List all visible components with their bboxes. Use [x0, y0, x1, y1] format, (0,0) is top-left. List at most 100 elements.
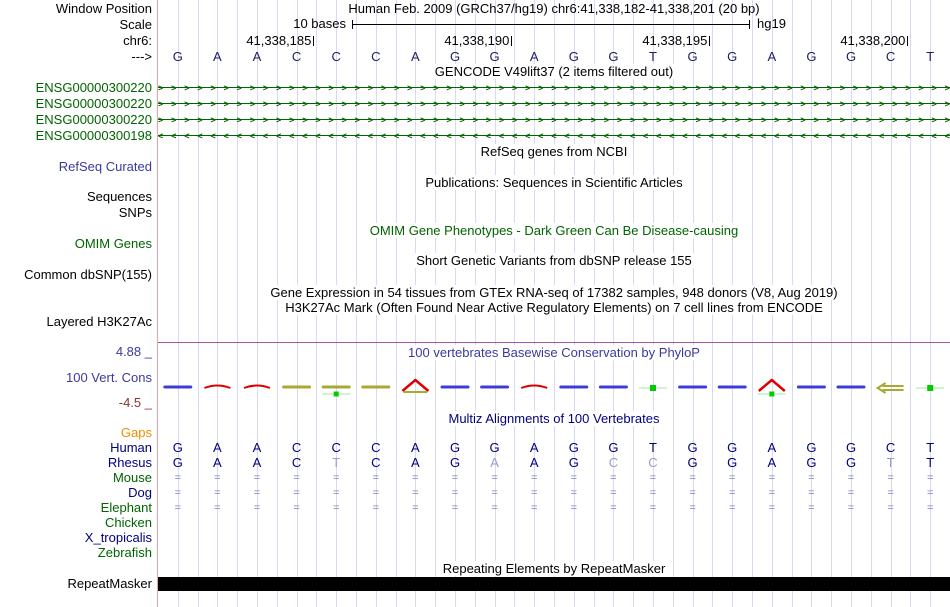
multiz-cell-dog: = [768, 487, 776, 499]
omim-title[interactable]: OMIM Gene Phenotypes - Dark Green Can Be… [158, 223, 950, 238]
track-label-gene-1[interactable]: ENSG00000300220 [35, 80, 152, 95]
strand-arrow-icon: > [275, 99, 282, 109]
strand-arrow-icon: > [407, 83, 413, 93]
strand-arrow-icon: > [577, 115, 583, 125]
track-label-dog[interactable]: Dog [128, 485, 152, 500]
gene-line [158, 87, 950, 88]
track-label-repeatmasker[interactable]: RepeatMasker [67, 576, 152, 591]
track-label-omim-genes[interactable]: OMIM Genes [74, 236, 152, 251]
multiz-cell-mouse: = [412, 472, 419, 484]
track-label-mouse[interactable]: Mouse [112, 470, 152, 485]
track-label-gene-3[interactable]: ENSG00000300220 [35, 112, 152, 127]
track-label-rhesus[interactable]: Rhesus [107, 455, 152, 470]
strand-arrow-icon: > [944, 115, 950, 125]
strand-arrow-icon: > [302, 99, 308, 109]
gene-item-ENSG00000300198[interactable]: < < < < < < < < < < < < < < < < < < < < < < < < < < < < < < < < < < < < < < < <… [158, 131, 950, 141]
track-label-zebrafish[interactable]: Zebrafish [97, 545, 152, 560]
strand-arrow-icon: > [721, 99, 727, 109]
track-label-gene-4[interactable]: ENSG00000300198 [35, 128, 152, 143]
gtex-title[interactable]: Gene Expression in 54 tissues from GTEx … [158, 285, 950, 300]
strand-arrow-icon: < [682, 131, 688, 141]
multiz-cell-human: T [649, 440, 657, 455]
strand-arrow-icon: > [879, 99, 885, 109]
repeatmasker-title[interactable]: Repeating Elements by RepeatMasker [158, 561, 950, 576]
track-label-gaps[interactable]: Gaps [120, 425, 152, 440]
dbsnp-title-text: Short Genetic Variants from dbSNP releas… [413, 253, 695, 268]
strand-arrow-icon: > [158, 115, 164, 125]
strand-arrow-icon: > [944, 99, 950, 109]
strand-arrow-icon: < [774, 131, 780, 141]
gene-item-ENSG00000300220[interactable]: > > > > > > > > > > > > > > > > > > > > > > > > > > > > > > > > > > > > > > > >… [158, 83, 950, 93]
strand-arrow-icon: < [420, 131, 426, 141]
track-label-sequences[interactable]: Sequences [86, 189, 152, 204]
h3k27ac-title[interactable]: H3K27Ac Mark (Often Found Near Active Re… [158, 300, 950, 315]
strand-arrow-icon: > [262, 83, 269, 93]
multiz-cell-rhesus: T [332, 455, 341, 470]
strand-arrow-icon: > [669, 83, 675, 93]
strand-arrow-icon: > [669, 99, 675, 109]
strand-arrow-icon: > [787, 83, 793, 93]
publications-title[interactable]: Publications: Sequences in Scientific Ar… [158, 175, 950, 190]
strand-arrow-icon: > [446, 99, 452, 109]
h3k27ac-title-text: H3K27Ac Mark (Often Found Near Active Re… [282, 300, 826, 315]
strand-arrow-icon: < [433, 131, 439, 141]
strand-arrow-icon: > [852, 115, 859, 125]
strand-arrow-icon: > [656, 83, 662, 93]
track-label-common-dbsnp[interactable]: Common dbSNP(155) [24, 267, 152, 282]
gene-strand-arrows: > > > > > > > > > > > > > > > > > > > > > > > > > > > > > > > > > > > > > > > >… [158, 115, 950, 125]
strand-arrow-icon: > [839, 99, 845, 109]
multiz-cell-rhesus: A [767, 455, 777, 470]
track-label-elephant[interactable]: Elephant [100, 500, 152, 515]
track-label-chicken[interactable]: Chicken [105, 515, 152, 530]
strand-arrow-icon: > [682, 83, 688, 93]
scale-ruler [352, 20, 750, 29]
strand-arrow-icon: > [171, 83, 177, 93]
strand-arrow-icon: > [223, 99, 229, 109]
strand-arrow-icon: > [564, 115, 570, 125]
multiz-cell-elephant: = [412, 502, 419, 514]
multiz-cell-dog: = [214, 487, 221, 499]
grid-line [890, 0, 892, 607]
strand-arrow-icon: > [393, 83, 400, 93]
strand-arrow-icon: > [302, 115, 308, 125]
strand-arrow-icon: < [341, 131, 347, 141]
multiz-cell-mouse: = [491, 472, 498, 484]
grid-line [177, 0, 179, 607]
track-label-vert-cons[interactable]: 100 Vert. Cons [66, 370, 152, 385]
strand-arrow-icon: > [590, 99, 596, 109]
multiz-cell-elephant: = [728, 502, 736, 514]
strand-arrow-icon: > [511, 115, 518, 125]
refseq-title[interactable]: RefSeq genes from NCBI [158, 144, 950, 159]
multiz-cell-elephant: = [808, 502, 815, 514]
track-label-human[interactable]: Human [110, 440, 152, 455]
gencode-title[interactable]: GENCODE V49lift37 (2 items filtered out) [158, 64, 950, 79]
track-label-gene-2[interactable]: ENSG00000300220 [35, 96, 152, 111]
strand-arrow-icon: > [446, 83, 452, 93]
track-label-layered-h3k27ac[interactable]: Layered H3K27Ac [46, 314, 152, 329]
repeatmasker-element-bar[interactable] [158, 577, 950, 591]
strand-arrow-icon: > [380, 115, 387, 125]
multiz-cell-rhesus: A [490, 455, 499, 470]
track-label-x-tropicalis[interactable]: X_tropicalis [84, 530, 152, 545]
strand-arrow-icon: > [341, 83, 347, 93]
strand-arrow-icon: > [262, 99, 269, 109]
strand-arrow-icon: > [800, 99, 806, 109]
multiz-cell-mouse: = [332, 472, 340, 484]
strand-arrow-icon: > [721, 83, 727, 93]
strand-arrow-icon: < [315, 131, 321, 141]
multiz-cell-human: G [687, 440, 698, 455]
strand-arrow-icon: < [171, 131, 177, 141]
multiz-cell-elephant: = [847, 502, 855, 514]
gene-item-ENSG00000300220[interactable]: > > > > > > > > > > > > > > > > > > > > > > > > > > > > > > > > > > > > > > > >… [158, 115, 950, 125]
gene-item-ENSG00000300220[interactable]: > > > > > > > > > > > > > > > > > > > > > > > > > > > > > > > > > > > > > > > >… [158, 99, 950, 109]
strand-arrow-icon: > [223, 115, 229, 125]
strand-arrow-icon: > [420, 99, 426, 109]
track-label-refseq-curated[interactable]: RefSeq Curated [58, 159, 152, 174]
track-label-snps[interactable]: SNPs [118, 205, 152, 220]
strand-arrow-icon: < [525, 131, 531, 141]
strand-arrow-icon: > [485, 115, 491, 125]
multiz-title[interactable]: Multiz Alignments of 100 Vertebrates [158, 411, 950, 426]
dbsnp-title[interactable]: Short Genetic Variants from dbSNP releas… [158, 253, 950, 268]
strand-arrow-icon: > [787, 115, 793, 125]
phylop-title[interactable]: 100 vertebrates Basewise Conservation by… [158, 345, 950, 360]
